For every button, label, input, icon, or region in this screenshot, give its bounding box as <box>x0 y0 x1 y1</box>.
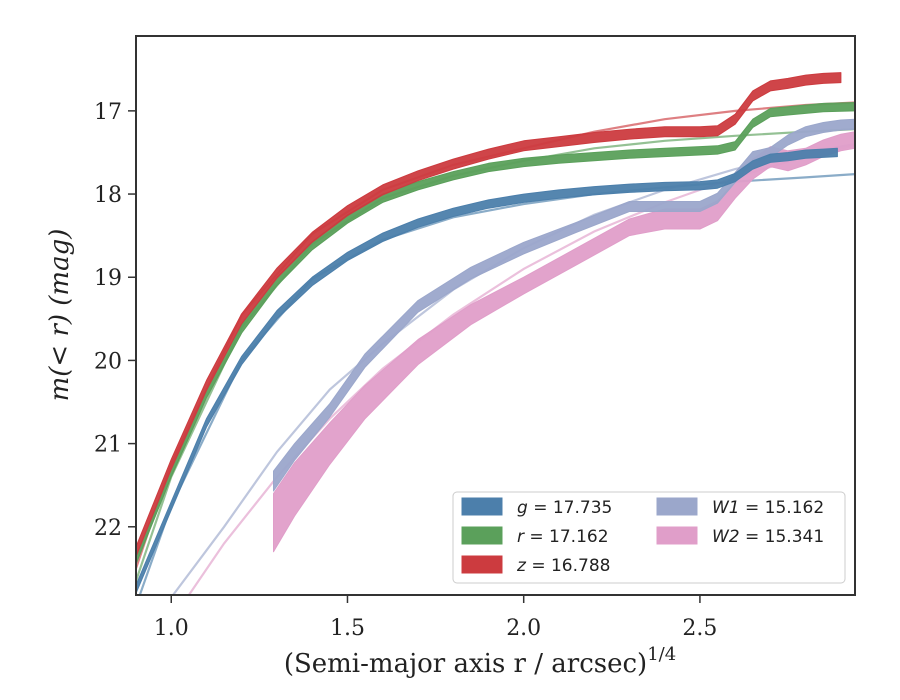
legend-swatch <box>461 555 503 574</box>
data-band-g <box>136 147 838 594</box>
legend-swatch <box>461 526 503 545</box>
data-band-W1 <box>273 118 855 492</box>
legend-label: r = 17.162 <box>517 527 609 547</box>
plot-frame <box>135 35 856 596</box>
legend-label: g = 17.735 <box>517 498 612 518</box>
legend: g = 17.735 W1 = 15.162 r = 17.162 W2 = 15.3… <box>452 491 846 584</box>
x-tick-label: 2.5 <box>682 616 717 641</box>
x-tick-label: 1.0 <box>154 616 189 641</box>
legend-box <box>452 491 846 584</box>
data-band-z <box>136 72 842 558</box>
legend-swatch <box>656 497 698 516</box>
data-band-W2 <box>273 131 855 553</box>
legend-swatch <box>461 497 503 516</box>
x-ticks: 1.0 1.5 2.0 2.5 <box>154 595 717 641</box>
legend-label: W1 = 15.162 <box>712 498 824 518</box>
y-tick-label: 22 <box>94 516 122 541</box>
legend-label: z = 16.788 <box>516 556 610 576</box>
y-ticks: 17 18 19 20 21 22 <box>94 100 136 541</box>
legend-label: W2 = 15.341 <box>712 527 824 547</box>
data-band-r <box>136 102 855 565</box>
y-tick-label: 21 <box>94 433 122 458</box>
y-tick-label: 17 <box>94 100 122 125</box>
legend-swatch <box>656 526 698 545</box>
plot-area <box>136 72 855 595</box>
x-axis-label: (Semi-major axis r / arcsec)1/4 <box>284 644 676 679</box>
x-tick-label: 2.0 <box>506 616 541 641</box>
y-axis-label: m(< r) (mag) <box>45 229 75 402</box>
y-tick-label: 18 <box>94 183 122 208</box>
x-tick-label: 1.5 <box>330 616 365 641</box>
y-tick-label: 19 <box>94 266 122 291</box>
y-tick-label: 20 <box>94 349 122 374</box>
